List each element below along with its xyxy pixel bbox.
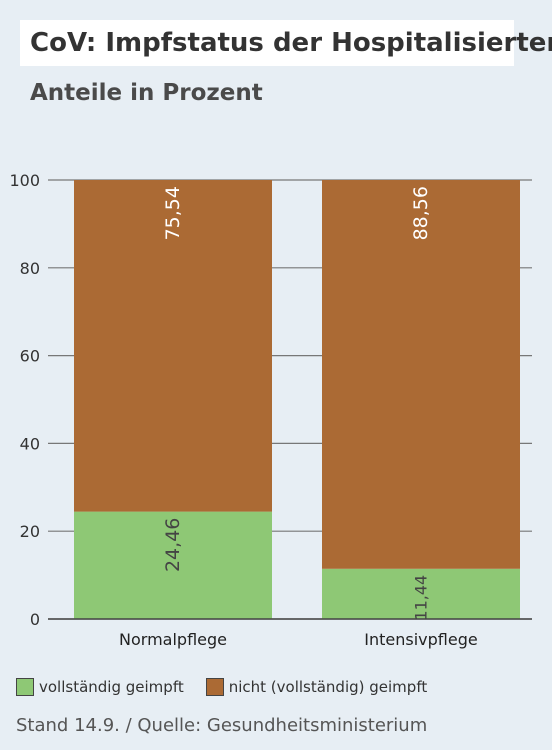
y-tick-label: 40 bbox=[20, 434, 40, 453]
legend-item-not-vaccinated: nicht (vollständig) geimpft bbox=[205, 678, 428, 696]
chart-subtitle: Anteile in Prozent bbox=[30, 80, 263, 106]
title-box: CoV: Impfstatus der Hospitalisierten bbox=[20, 20, 552, 66]
legend: vollständig geimpft nicht (vollständig) … bbox=[16, 678, 449, 696]
chart-area: 24,46 75,54 11,44 88,56 0 20 40 60 80 100 Normalp… bbox=[9, 171, 532, 649]
bar-segment bbox=[322, 568, 520, 619]
data-label: 11,44 bbox=[412, 575, 431, 621]
legend-swatch-vaccinated bbox=[16, 678, 34, 696]
y-tick-label: 80 bbox=[20, 259, 40, 278]
y-tick-label: 60 bbox=[20, 347, 40, 366]
bar-segment bbox=[74, 180, 272, 512]
y-tick-label: 100 bbox=[9, 171, 40, 190]
data-label: 75,54 bbox=[162, 186, 184, 240]
chart-title: CoV: Impfstatus der Hospitalisierten bbox=[30, 28, 552, 58]
bar-segment bbox=[74, 511, 272, 619]
data-label: 24,46 bbox=[162, 518, 184, 572]
data-label: 88,56 bbox=[410, 186, 432, 240]
x-tick-label: Intensivpflege bbox=[364, 630, 477, 649]
source-note: Stand 14.9. / Quelle: Gesundheitsministe… bbox=[16, 715, 428, 736]
x-tick-label: Normalpflege bbox=[119, 630, 227, 649]
legend-swatch-not-vaccinated bbox=[205, 678, 224, 696]
y-tick-label: 0 bbox=[30, 610, 40, 629]
legend-label-vaccinated: vollständig geimpft bbox=[39, 678, 184, 696]
bar-segment bbox=[322, 180, 520, 569]
legend-item-vaccinated: vollständig geimpft bbox=[16, 678, 184, 696]
legend-label-not-vaccinated: nicht (vollständig) geimpft bbox=[228, 678, 428, 696]
y-tick-label: 20 bbox=[20, 522, 40, 541]
